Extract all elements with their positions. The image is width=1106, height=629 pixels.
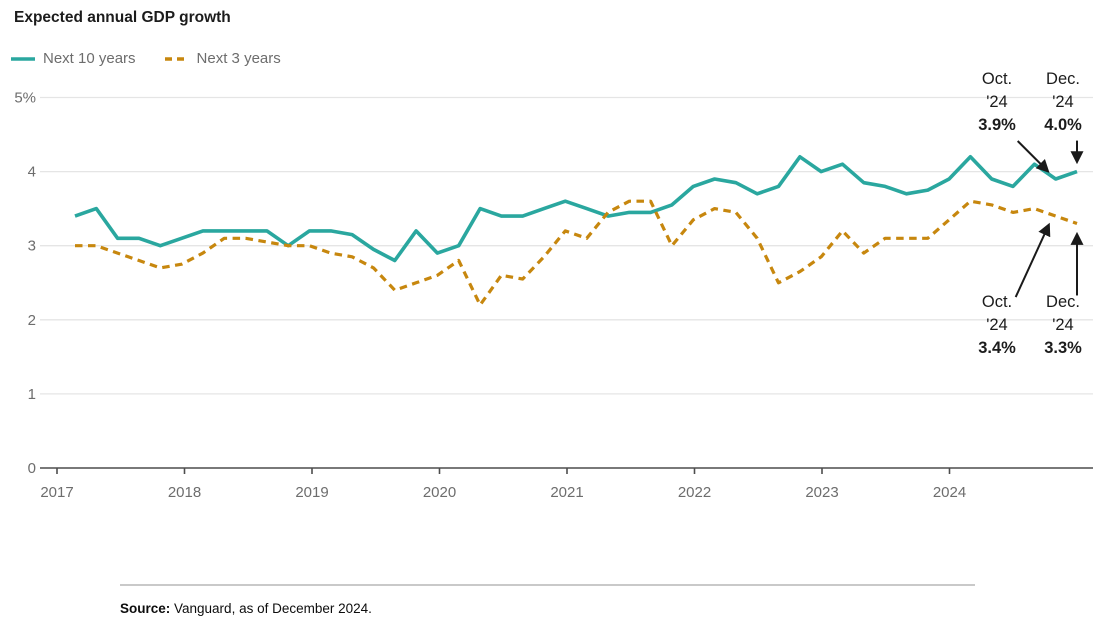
y-axis-label-3: 3 (28, 238, 36, 255)
legend-label-next-10-years: Next 10 years (43, 50, 136, 67)
source-label: Source: (120, 601, 171, 616)
callout-value: 3.9% (978, 116, 1016, 134)
callout-value: 4.0% (1044, 116, 1082, 134)
arrow-next10-oct24 (1016, 140, 1050, 173)
callout-next10-oct24: Oct. '24 3.9% (960, 68, 1034, 137)
chart-title: Expected annual GDP growth (14, 9, 231, 26)
source-text: Vanguard, as of December 2024. (170, 601, 372, 616)
dashed-line-icon (164, 56, 189, 61)
x-axis-label-2022: 2022 (678, 484, 711, 501)
callout-year: '24 (986, 93, 1008, 111)
x-axis-label-2021: 2021 (550, 484, 583, 501)
callout-year: '24 (986, 316, 1008, 334)
y-axis-label-1: 1 (28, 386, 36, 403)
x-axis-label-2020: 2020 (423, 484, 456, 501)
divider-line (120, 584, 975, 586)
callout-month: Oct. (981, 293, 1013, 311)
legend: Next 10 years Next 3 years (10, 50, 281, 67)
callout-year: '24 (1052, 316, 1074, 334)
callout-month: Dec. (1046, 293, 1080, 311)
y-axis-label-2: 2 (28, 312, 36, 329)
callout-next3-oct24: Oct. '24 3.4% (960, 291, 1034, 360)
legend-item-next-3-years: Next 3 years (164, 50, 281, 67)
y-axis-label-4: 4 (28, 164, 36, 181)
callout-value: 3.4% (978, 339, 1016, 357)
legend-item-next-10-years: Next 10 years (10, 50, 136, 67)
legend-label-next-3-years: Next 3 years (196, 50, 281, 67)
series-line-next-10-years (74, 155, 1078, 263)
x-axis-label-2017: 2017 (40, 484, 73, 501)
x-axis-label-2024: 2024 (933, 484, 966, 501)
callout-month: Oct. (981, 70, 1013, 88)
callout-value: 3.3% (1044, 339, 1082, 357)
x-axis-label-2019: 2019 (295, 484, 328, 501)
x-axis-label-2018: 2018 (168, 484, 201, 501)
callout-next10-dec24: Dec. '24 4.0% (1026, 68, 1100, 137)
gdp-growth-line-chart: 2017 2018 2019 2020 2021 2022 2023 2024 5% 4 3 2 1 0 (14, 90, 1093, 501)
y-axis-label-0: 0 (28, 460, 36, 477)
callout-month: Dec. (1046, 70, 1080, 88)
solid-line-icon (11, 56, 35, 61)
source-note: Source: Vanguard, as of December 2024. (120, 601, 372, 616)
y-axis-label-5pct: 5% (14, 90, 36, 107)
callout-year: '24 (1052, 93, 1074, 111)
series-line-next-3-years (75, 199, 1078, 307)
arrow-next3-oct24 (1014, 222, 1051, 298)
x-axis-label-2023: 2023 (805, 484, 838, 501)
callout-next3-dec24: Dec. '24 3.3% (1026, 291, 1100, 360)
